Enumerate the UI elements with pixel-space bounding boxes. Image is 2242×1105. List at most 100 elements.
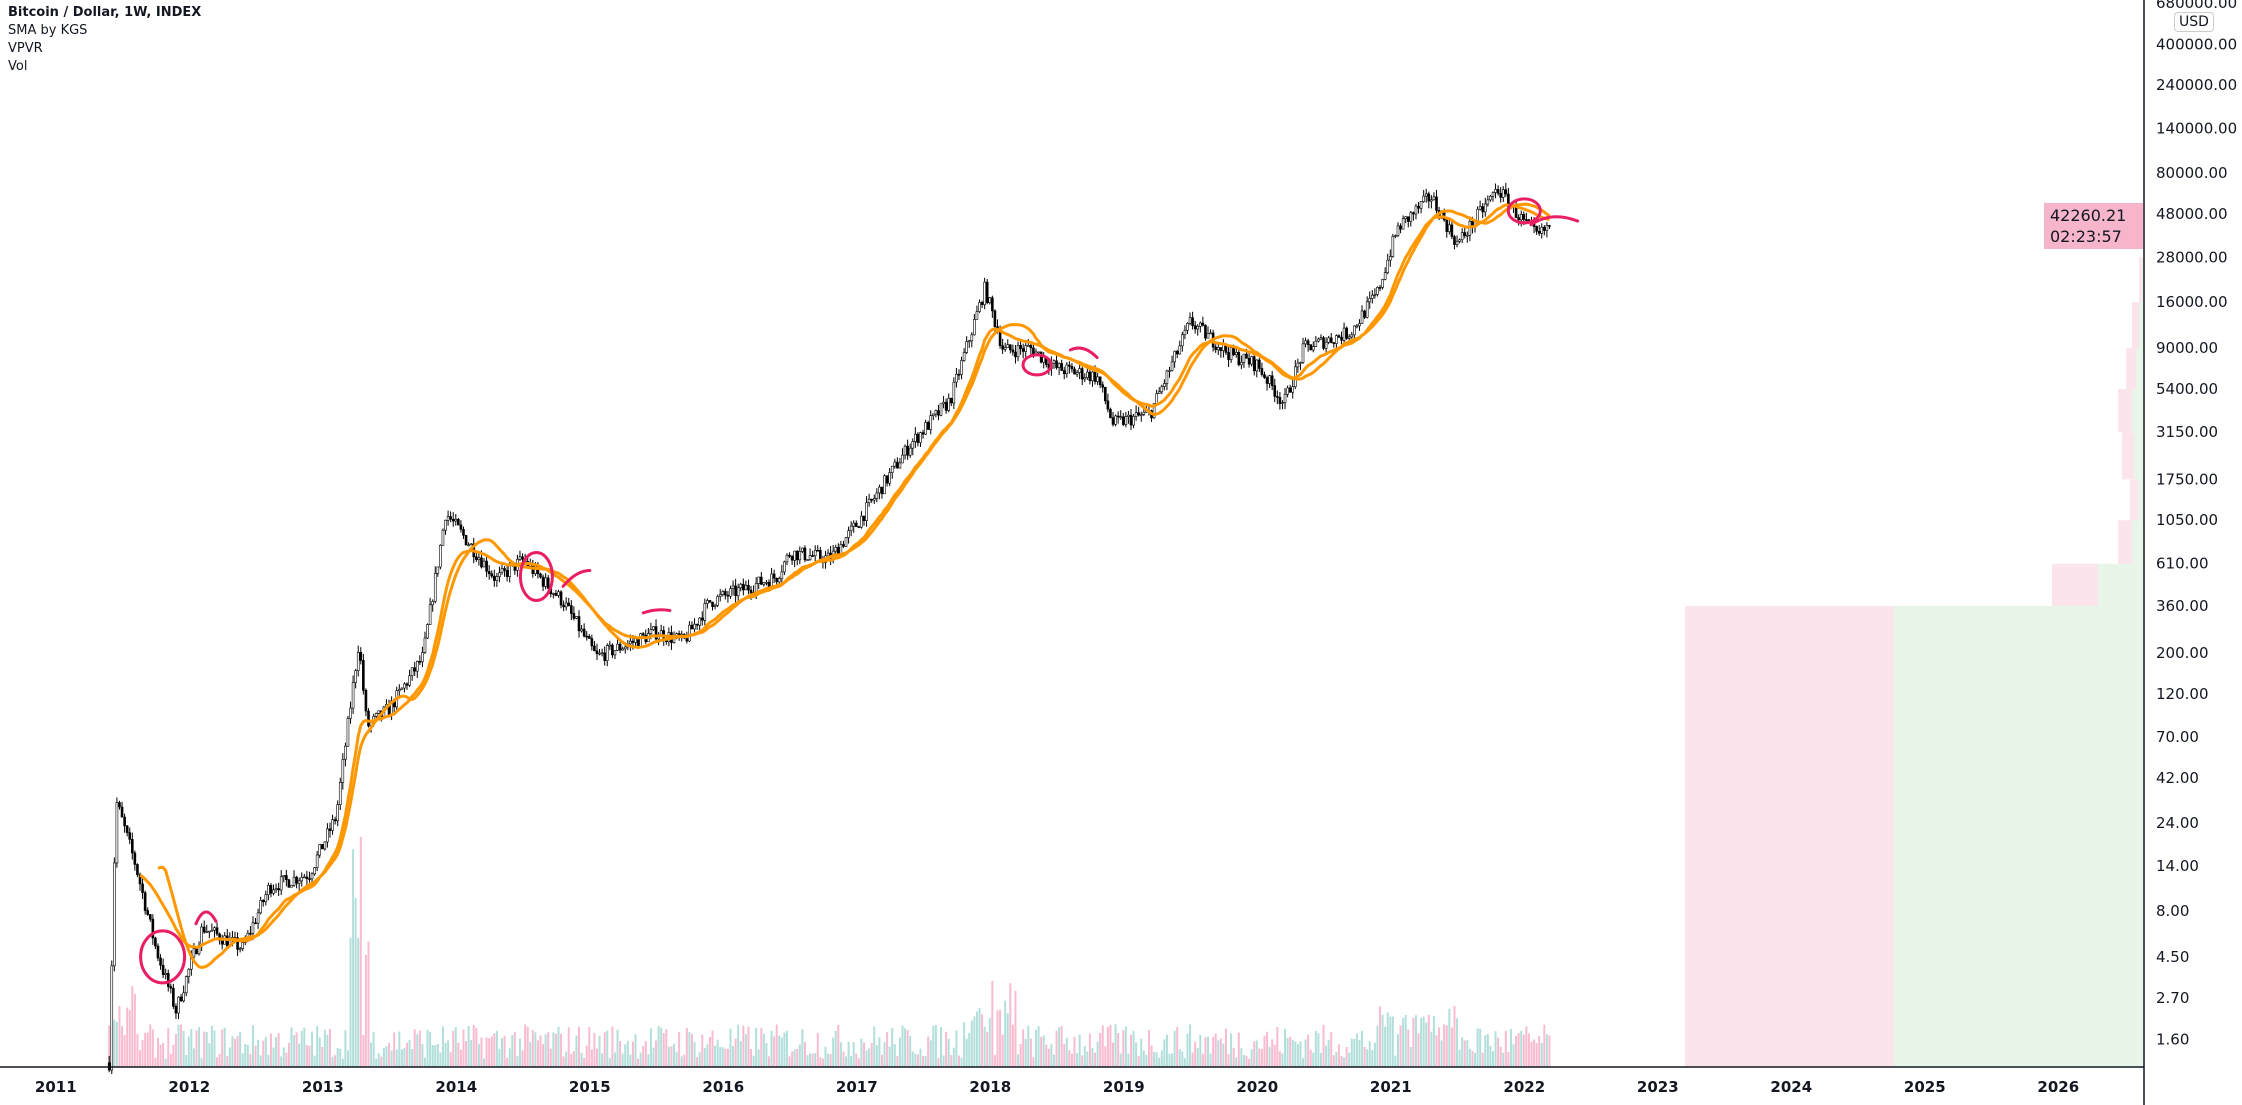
volume-bar xyxy=(775,1024,778,1067)
candle-body xyxy=(1137,412,1140,416)
volume-bar xyxy=(1068,1050,1071,1067)
candle xyxy=(441,528,445,546)
candle xyxy=(957,369,961,381)
volume-bar xyxy=(986,1032,989,1067)
candle-body xyxy=(1199,322,1202,327)
candle-body xyxy=(254,922,257,925)
volume-bar xyxy=(1286,1038,1289,1067)
volume-bar xyxy=(1527,1033,1530,1067)
volume-bar xyxy=(1129,1034,1132,1067)
candle-body xyxy=(939,403,943,416)
candle-body xyxy=(816,549,820,552)
candle xyxy=(303,873,306,879)
candle-body xyxy=(138,874,142,885)
candle xyxy=(934,409,938,418)
candle-body xyxy=(174,1006,178,1014)
volume-bar xyxy=(1114,1024,1117,1067)
volume-bar xyxy=(375,1058,378,1067)
volume-bar xyxy=(595,1048,598,1067)
volume-bar xyxy=(693,1042,696,1067)
candle xyxy=(921,429,925,439)
candle-body xyxy=(492,575,496,581)
volume-bar xyxy=(603,1032,606,1067)
volume-bar xyxy=(1058,1027,1061,1067)
candle xyxy=(367,708,370,728)
candle-body xyxy=(305,876,309,879)
candle-body xyxy=(164,973,167,975)
indicator-vol[interactable]: Vol xyxy=(8,59,28,74)
volume-bar xyxy=(945,1031,948,1067)
volume-bar xyxy=(128,1009,131,1067)
candle-body xyxy=(1009,344,1012,351)
volume-bar xyxy=(388,1042,391,1067)
candle-body xyxy=(1545,225,1549,231)
candle-body xyxy=(136,864,139,876)
candle-body xyxy=(431,601,434,606)
candle-body xyxy=(1394,235,1397,237)
candle xyxy=(883,474,886,495)
candle xyxy=(287,878,291,888)
candle-body xyxy=(154,937,157,947)
candle xyxy=(729,585,732,599)
volume-bar xyxy=(950,1055,953,1067)
candle xyxy=(939,403,943,417)
symbol-title[interactable]: Bitcoin / Dollar, 1W, INDEX xyxy=(8,5,202,20)
candle xyxy=(888,468,891,487)
candle xyxy=(1517,214,1520,226)
candle xyxy=(1011,344,1015,356)
volume-bar xyxy=(167,1028,170,1067)
candle xyxy=(1342,322,1346,346)
volume-bar xyxy=(716,1039,719,1067)
candle xyxy=(351,675,355,714)
volume-bar xyxy=(673,1043,676,1067)
candle-body xyxy=(1347,336,1351,339)
volume-bar xyxy=(208,1043,211,1067)
currency-badge[interactable]: USD xyxy=(2174,12,2214,32)
candle xyxy=(1183,325,1187,340)
volume-bar xyxy=(1214,1033,1217,1067)
candle-body xyxy=(292,876,296,886)
candle-body xyxy=(251,922,255,934)
candle-body xyxy=(695,623,699,626)
candle-body xyxy=(354,670,357,683)
volume-bar xyxy=(380,1056,383,1067)
volume-bar xyxy=(136,1033,139,1067)
volume-bar xyxy=(1520,1030,1523,1067)
candle-body xyxy=(1276,396,1279,398)
candle-body xyxy=(400,687,404,690)
volume-bar xyxy=(1029,1038,1032,1067)
volume-bar xyxy=(1088,1033,1091,1067)
candle-body xyxy=(703,603,707,621)
candle xyxy=(503,566,506,577)
year-tick-label: 2022 xyxy=(1503,1078,1545,1096)
volume-bar xyxy=(311,1031,314,1067)
candle-body xyxy=(426,624,429,639)
candle xyxy=(208,930,211,939)
volume-bar xyxy=(1530,1041,1533,1067)
volume-bar xyxy=(983,1026,986,1067)
volume-bar xyxy=(829,1054,832,1067)
volume-bar xyxy=(685,1027,688,1067)
volume-bar xyxy=(290,1027,293,1067)
candle-body xyxy=(965,341,968,353)
indicator-sma[interactable]: SMA by KGS xyxy=(8,23,88,38)
candle xyxy=(844,536,848,547)
volume-bar xyxy=(1034,1029,1037,1067)
volume-bar xyxy=(441,1026,444,1067)
indicator-vpvr[interactable]: VPVR xyxy=(8,41,43,56)
candle xyxy=(482,557,486,568)
candle xyxy=(744,580,748,591)
candle-body xyxy=(1522,213,1526,220)
candle-body xyxy=(300,877,304,882)
candle-body xyxy=(1129,414,1133,426)
candle-body xyxy=(410,667,414,677)
price-tick-label: 400000.00 xyxy=(2156,35,2237,53)
candle xyxy=(1424,188,1428,203)
candle-body xyxy=(706,600,709,604)
candle xyxy=(295,875,298,889)
volume-bar xyxy=(470,1040,473,1067)
candle-body xyxy=(1381,279,1384,288)
candle xyxy=(806,559,809,561)
candle-body xyxy=(118,802,121,808)
